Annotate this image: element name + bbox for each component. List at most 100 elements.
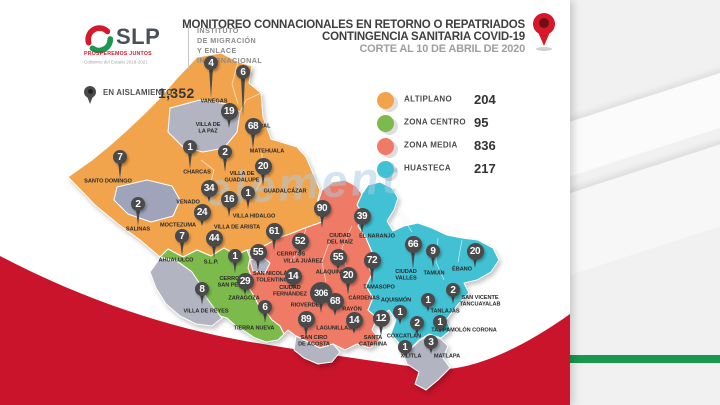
municipality-label-santa-catarina: SANTA CATARINA (359, 334, 387, 348)
municipality-label-zaragoza: ZARAGOZA (228, 294, 260, 302)
slp-logo-text: SLP (116, 24, 161, 49)
badge-value: 1 (421, 293, 435, 307)
badge-value: 4 (204, 56, 218, 70)
badge-value: 52 (291, 232, 309, 250)
slp-logo-icon (85, 25, 114, 53)
legend-zone-label: ZONA CENTRO (404, 118, 466, 127)
municipality-label-cardenas: CÁRDENAS (348, 294, 380, 302)
institute-name: INSTITUTO DE MIGRACIÓN Y ENLACE INTERNAC… (197, 27, 288, 67)
red-wedge (0, 256, 570, 405)
badge-value: 2 (410, 316, 424, 330)
badge-value: 12 (372, 309, 390, 327)
municipality-label-ebano: ÉBANO (452, 265, 472, 273)
municipality-label-moctezuma: MOCTEZUMA (160, 221, 196, 229)
badge-value: 20 (254, 157, 272, 175)
badge-value: 72 (363, 251, 381, 269)
badge-value: 68 (326, 292, 344, 310)
badge-value: 1 (433, 315, 447, 329)
badge-value: 55 (329, 248, 347, 266)
legend-color-swatch (377, 92, 394, 109)
legend-color-swatch (377, 115, 394, 132)
badge-value: 1 (228, 249, 242, 263)
badge-value: 89 (297, 310, 315, 328)
badge-value: 14 (284, 267, 302, 285)
municipality-label-ciudad-valles: CIUDAD VALLES (395, 268, 417, 282)
municipality-label-cerritos: CERRITOS (276, 250, 306, 258)
municipality-label-ahualulco: AHUALULCO (158, 256, 194, 264)
title-line-1: MONITOREO CONNACIONALES EN RETORNO O REP… (182, 19, 525, 31)
municipality-label-rayon: RAYÓN (342, 305, 362, 313)
municipality-label-villa-de-la-paz: VILLA DE LA PAZ (195, 121, 221, 135)
municipality-label-cerro-de-san-pedro: CERRO DE SAN PEDRO (217, 275, 251, 289)
badge-value: 1 (393, 305, 407, 319)
legend-zone-value: 836 (474, 138, 496, 153)
page-title: MONITOREO CONNACIONALES EN RETORNO O REP… (180, 19, 525, 55)
legend-color-swatch (377, 161, 394, 178)
badge-value: 2 (446, 283, 460, 297)
badge-value: 16 (220, 190, 238, 208)
badge-value: 20 (466, 242, 484, 260)
municipality-label-tamuin: TAMUÍN (423, 269, 445, 277)
badge-value: 14 (345, 311, 363, 329)
badge-value: 1 (183, 140, 197, 154)
municipality-label-charcas: CHARCAS (183, 168, 211, 176)
isolation-label: EN AISLAMIENTO (103, 89, 173, 98)
slogan-text: PROSPEREMOS JUNTOS (84, 51, 152, 57)
green-accent-bar (569, 355, 720, 363)
badge-value: 7 (175, 229, 189, 243)
badge-value: 66 (404, 235, 422, 253)
badge-value: 61 (265, 222, 283, 240)
legend-zone-value: 204 (474, 92, 496, 107)
municipality-label-tampamolon-corona: TAMPAMOLÓN CORONA (431, 326, 497, 334)
municipality-label-aquismon: AQUISMÓN (380, 296, 412, 304)
badge-value: 2 (218, 145, 232, 159)
municipality-label-villa-de-reyes: VILLA DE REYES (183, 307, 229, 315)
municipality-label-venado: VENADO (176, 198, 200, 206)
municipality-label-tierra-nueva: TIERRA NUEVA (233, 324, 275, 332)
region-mexquitic-gray (149, 257, 223, 327)
badge-value: 90 (313, 199, 331, 217)
institute-line: DE MIGRACIÓN (197, 37, 257, 45)
legend-zone-label: ALTIPLANO (404, 95, 453, 104)
badge-value: 1 (241, 186, 255, 200)
title-line-3: CORTE AL 10 DE ABRIL DE 2020 (359, 43, 525, 55)
institute-line: Y ENLACE (197, 47, 237, 55)
badge-value: 7 (113, 150, 127, 164)
municipality-label-alaquines: ALAQUINES (315, 268, 349, 276)
title-line-2: CONTINGENCIA SANITARIA COVID-19 (322, 31, 525, 43)
isolation-pin-icon (83, 86, 97, 108)
legend-zone-value: 95 (474, 115, 489, 130)
municipality-label-santo-domingo: SANTO DOMINGO (84, 177, 132, 185)
legend-zone-value: 217 (474, 161, 496, 176)
institute-line: INTERNACIONAL (197, 57, 263, 65)
badge-value: 20 (339, 266, 357, 284)
municipality-label-el-naranjo: EL NARANJO (359, 232, 395, 240)
municipality-label-villa-juarez: VILLA JUÁREZ (283, 257, 323, 265)
badge-value: 2 (131, 197, 145, 211)
municipality-label-villa-de-arista: VILLA DE ARISTA (213, 223, 261, 231)
badge-value: 39 (353, 207, 371, 225)
badge-value: 9 (426, 244, 440, 258)
municipality-label-lagunillas: LAGUNILLAS (316, 324, 352, 332)
municipality-label-coxcatlan: COXCATLÁN (386, 332, 422, 340)
municipality-label-san-vicente-tancuayalab: SAN VICENTE TANCUAYALAB (459, 294, 501, 308)
municipality-label-rioverde: RIOVERDE (290, 301, 320, 309)
isolation-value: 1,352 (158, 85, 195, 101)
region-salinas-gray (113, 179, 181, 223)
badge-value: 6 (236, 65, 250, 79)
municipality-label-xilitla: XILITLA (400, 352, 422, 360)
municipality-label-matlapa: MATLAPA (433, 352, 461, 360)
municipality-label-villa-de-guadalupe: VILLA DE GUADALUPE (224, 170, 260, 184)
badge-value: 34 (200, 179, 218, 197)
municipality-label-san-luis-potosi: S.L.P. (203, 258, 219, 266)
municipality-label-san-ciro-de-acosta: SAN CIRO DE ACOSTA (298, 334, 330, 348)
legend-color-swatch (377, 138, 394, 155)
municipality-label-vanegas: VANEGAS (200, 97, 228, 105)
badge-value: 19 (220, 102, 238, 120)
municipality-label-salinas: SALINAS (125, 225, 151, 233)
municipality-label-san-nicolas-tolentino: SAN NICOLÁS TOLENTINO (253, 270, 291, 284)
legend-zone-label: HUASTECA (404, 164, 452, 173)
badge-value: 55 (249, 243, 267, 261)
